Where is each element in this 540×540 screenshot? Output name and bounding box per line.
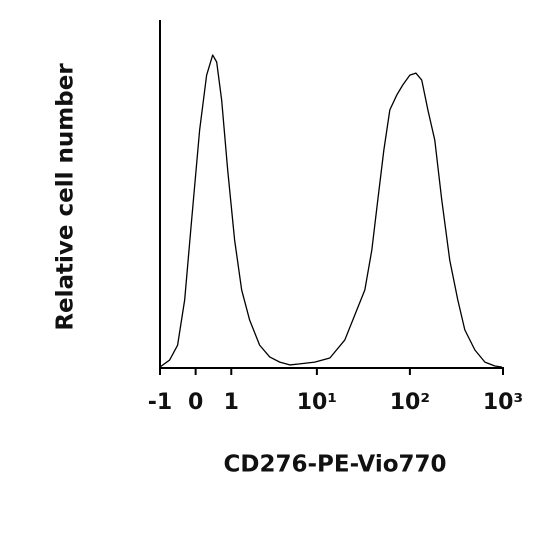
histogram-line <box>159 54 502 368</box>
x-tick-label: 1 <box>224 390 239 415</box>
x-tick-label: -1 <box>148 390 172 415</box>
x-axis-label: CD276-PE-Vio770 <box>223 452 446 478</box>
x-tick-label: 10¹ <box>297 390 337 415</box>
y-axis-label: Relative cell number <box>53 63 79 331</box>
x-tick-label: 10² <box>390 390 430 415</box>
x-tick-label: 10³ <box>483 390 523 415</box>
x-tick-label: 0 <box>188 390 203 415</box>
